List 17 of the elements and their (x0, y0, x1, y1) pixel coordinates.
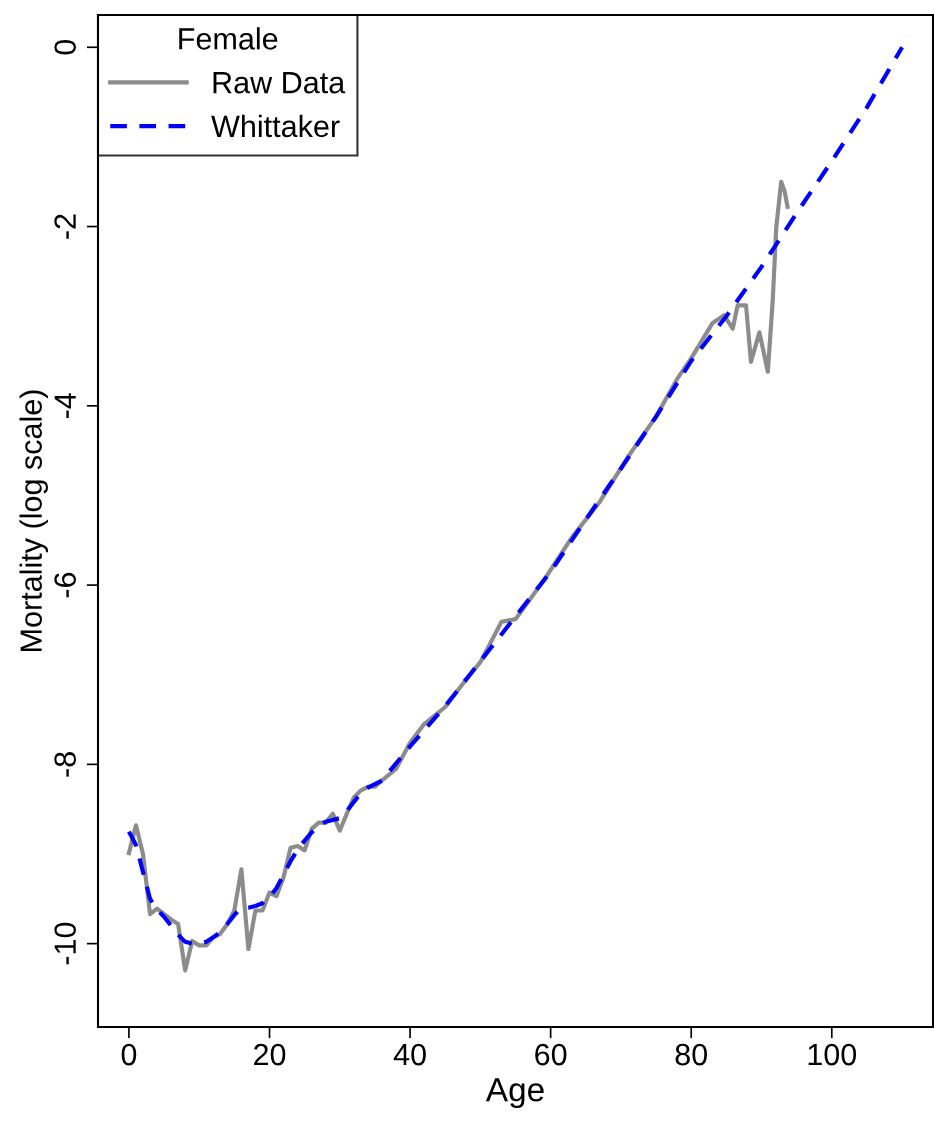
y-axis-title: Mortality (log scale) (19, 390, 48, 651)
y-tick-label: -8 (54, 752, 76, 777)
x-tick-label: 0 (121, 1043, 137, 1066)
y-tick-label: -6 (54, 572, 76, 598)
x-tick-label: 40 (393, 1043, 426, 1066)
y-tick-label: 0 (54, 39, 76, 55)
y-tick-label: -2 (54, 214, 76, 239)
legend-label: Raw Data (213, 72, 346, 94)
x-tick-label: 100 (808, 1043, 857, 1066)
legend-label: Whittaker (211, 114, 340, 138)
legend-title: Female (179, 27, 278, 50)
x-tick-label: 60 (535, 1043, 567, 1066)
x-axis-title: Age (485, 1078, 544, 1109)
x-tick-label: 20 (254, 1043, 286, 1066)
x-tick-label: 80 (675, 1043, 708, 1066)
y-tick-label: -10 (54, 922, 76, 965)
y-tick-label: -4 (54, 393, 76, 419)
